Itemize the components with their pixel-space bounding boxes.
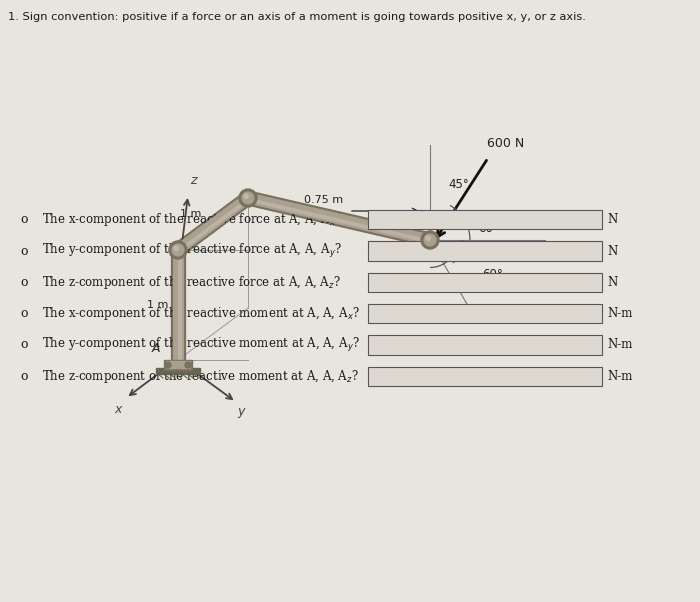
Text: 1 m: 1 m — [147, 300, 169, 310]
Text: 1 m: 1 m — [181, 209, 202, 219]
Text: o: o — [21, 276, 28, 289]
Text: z: z — [190, 174, 197, 187]
Bar — [166, 361, 190, 368]
Text: 600 N: 600 N — [487, 137, 524, 150]
Text: 60°: 60° — [482, 268, 503, 281]
Text: N: N — [607, 244, 617, 258]
Text: The y-component of the reactive moment at A, A, A$_{y}$?: The y-component of the reactive moment a… — [42, 336, 360, 354]
Text: x: x — [114, 403, 122, 416]
Text: The x-component of the reactive moment at A, A, A$_{x}$?: The x-component of the reactive moment a… — [42, 305, 360, 322]
Text: The x-component of the reactive force at A, A, A$_{x}$?: The x-component of the reactive force at… — [42, 211, 342, 228]
FancyBboxPatch shape — [368, 241, 602, 261]
FancyBboxPatch shape — [368, 335, 602, 355]
Circle shape — [426, 236, 430, 240]
Circle shape — [174, 246, 178, 250]
Text: N: N — [607, 213, 617, 226]
Circle shape — [169, 241, 187, 259]
Text: 0.75 m: 0.75 m — [304, 195, 344, 205]
Text: o: o — [21, 244, 28, 258]
Text: 60°: 60° — [478, 222, 498, 235]
Text: N-m: N-m — [607, 307, 632, 320]
Text: The y-component of the reactive force at A, A, A$_{y}$?: The y-component of the reactive force at… — [42, 242, 342, 260]
Circle shape — [185, 362, 191, 368]
Text: N-m: N-m — [607, 370, 632, 383]
Bar — [156, 368, 200, 374]
Text: o: o — [21, 213, 28, 226]
Text: o: o — [21, 307, 28, 320]
Circle shape — [421, 231, 439, 249]
FancyBboxPatch shape — [368, 273, 602, 292]
Text: o: o — [21, 370, 28, 383]
FancyBboxPatch shape — [368, 304, 602, 323]
Text: N: N — [607, 276, 617, 289]
Text: The z-component of the reactive force at A, A, A$_{z}$?: The z-component of the reactive force at… — [42, 274, 341, 291]
Circle shape — [165, 362, 171, 368]
Bar — [164, 360, 192, 370]
Text: o: o — [21, 338, 28, 352]
Circle shape — [244, 194, 248, 199]
Text: The z-component of the reactive moment at A, A, A$_{z}$?: The z-component of the reactive moment a… — [42, 368, 359, 385]
Text: 45°: 45° — [448, 178, 469, 191]
Circle shape — [424, 234, 436, 246]
FancyBboxPatch shape — [368, 210, 602, 229]
Text: A: A — [152, 342, 160, 355]
Circle shape — [239, 189, 257, 207]
Text: N-m: N-m — [607, 338, 632, 352]
Text: 1. Sign convention: positive if a force or an axis of a moment is going towards : 1. Sign convention: positive if a force … — [8, 12, 586, 22]
Circle shape — [242, 192, 254, 204]
Text: y: y — [237, 405, 245, 418]
FancyBboxPatch shape — [368, 367, 602, 386]
Circle shape — [172, 244, 184, 256]
